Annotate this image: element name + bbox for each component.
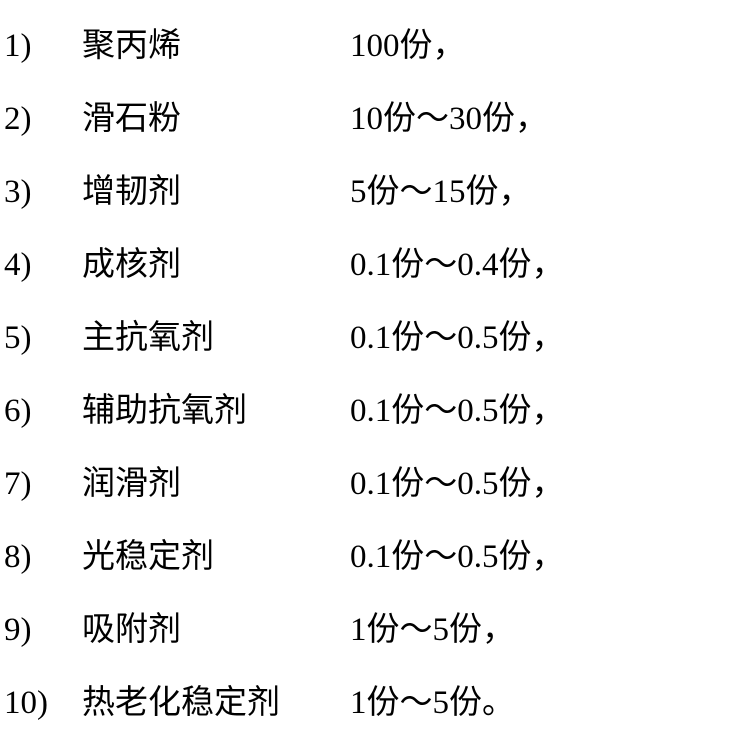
row-amount: 5份～15份， bbox=[350, 156, 742, 229]
list-row: 6) 辅助抗氧剂 0.1份～0.5份， bbox=[0, 375, 742, 448]
list-row: 8) 光稳定剂 0.1份～0.5份， bbox=[0, 521, 742, 594]
row-name: 成核剂 bbox=[82, 229, 350, 302]
row-amount: 1份～5份， bbox=[350, 594, 742, 667]
row-index: 9) bbox=[0, 594, 82, 667]
row-index: 2) bbox=[0, 83, 82, 156]
row-name: 辅助抗氧剂 bbox=[82, 375, 350, 448]
list-row: 5) 主抗氧剂 0.1份～0.5份， bbox=[0, 302, 742, 375]
row-amount: 0.1份～0.5份， bbox=[350, 448, 742, 521]
list-row: 10) 热老化稳定剂 1份～5份。 bbox=[0, 667, 742, 740]
row-amount: 0.1份～0.5份， bbox=[350, 521, 742, 594]
row-index: 7) bbox=[0, 448, 82, 521]
list-row: 4) 成核剂 0.1份～0.4份， bbox=[0, 229, 742, 302]
list-row: 3) 增韧剂 5份～15份， bbox=[0, 156, 742, 229]
row-index: 3) bbox=[0, 156, 82, 229]
row-name: 滑石粉 bbox=[82, 83, 350, 156]
row-amount: 0.1份～0.5份， bbox=[350, 302, 742, 375]
row-name: 光稳定剂 bbox=[82, 521, 350, 594]
row-name: 润滑剂 bbox=[82, 448, 350, 521]
row-amount: 10份～30份， bbox=[350, 83, 742, 156]
list-row: 2) 滑石粉 10份～30份， bbox=[0, 83, 742, 156]
row-index: 10) bbox=[0, 667, 82, 740]
ingredient-list: 1) 聚丙烯 100份， 2) 滑石粉 10份～30份， 3) 增韧剂 5份～1… bbox=[0, 0, 742, 731]
row-index: 1) bbox=[0, 10, 82, 83]
row-index: 6) bbox=[0, 375, 82, 448]
row-index: 5) bbox=[0, 302, 82, 375]
row-amount: 100份， bbox=[350, 10, 742, 83]
row-name: 主抗氧剂 bbox=[82, 302, 350, 375]
list-row: 9) 吸附剂 1份～5份， bbox=[0, 594, 742, 667]
row-amount: 0.1份～0.5份， bbox=[350, 375, 742, 448]
row-name: 聚丙烯 bbox=[82, 10, 350, 83]
list-row: 1) 聚丙烯 100份， bbox=[0, 10, 742, 83]
row-name: 增韧剂 bbox=[82, 156, 350, 229]
row-amount: 1份～5份。 bbox=[350, 667, 742, 740]
row-index: 4) bbox=[0, 229, 82, 302]
row-name: 吸附剂 bbox=[82, 594, 350, 667]
row-index: 8) bbox=[0, 521, 82, 594]
row-amount: 0.1份～0.4份， bbox=[350, 229, 742, 302]
row-name: 热老化稳定剂 bbox=[82, 667, 350, 740]
list-row: 7) 润滑剂 0.1份～0.5份， bbox=[0, 448, 742, 521]
